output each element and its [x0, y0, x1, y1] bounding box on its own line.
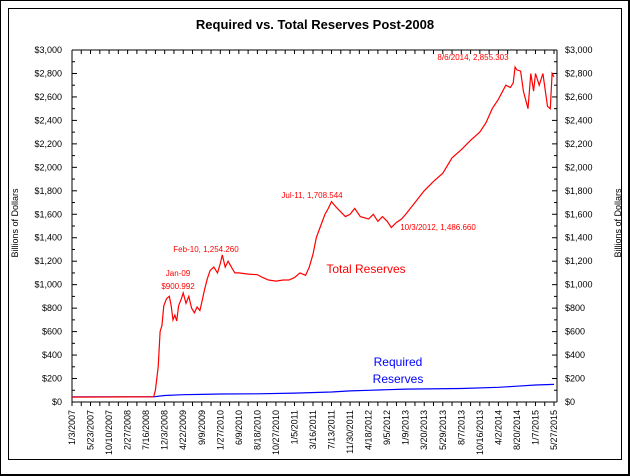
- y-tick-label-right: $200: [565, 374, 585, 384]
- y-tick-label-right: $800: [565, 303, 585, 313]
- y-tick-label-right: $2,600: [565, 92, 593, 102]
- y-tick-label-right: $0: [565, 397, 575, 407]
- y-tick-label-left: $2,600: [34, 92, 62, 102]
- x-tick-label: 7/13/2011: [327, 410, 337, 449]
- y-tick-label-right: $1,400: [565, 233, 593, 243]
- chart-area-frame: [8, 8, 622, 460]
- x-tick-label: 10/16/2013: [475, 410, 485, 455]
- x-tick-label: 8/7/2013: [456, 410, 466, 445]
- y-tick-label-left: $3,000: [34, 45, 62, 55]
- x-tick-label: 1/9/2013: [401, 410, 411, 445]
- y-tick-label-left: $0: [52, 397, 62, 407]
- x-tick-label: 9/9/2009: [197, 410, 207, 445]
- y-tick-label-right: $600: [565, 327, 585, 337]
- y-tick-label-left: $800: [42, 303, 62, 313]
- y-tick-label-left: $200: [42, 374, 62, 384]
- x-tick-label: 6/9/2010: [234, 410, 244, 445]
- x-tick-label: 4/2/2014: [493, 410, 503, 445]
- y-tick-label-left: $2,800: [34, 68, 62, 78]
- x-tick-label: 4/18/2012: [364, 410, 374, 450]
- y-tick-label-right: $2,200: [565, 139, 593, 149]
- annotation-label: Total Reserves: [326, 262, 405, 276]
- x-tick-label: 5/29/2013: [438, 410, 448, 450]
- annotation-label: 8/6/2014, 2,855.303: [437, 53, 509, 62]
- chart-title: Required vs. Total Reserves Post-2008: [195, 17, 435, 32]
- annotation-label: Required: [374, 355, 423, 369]
- y-tick-label-left: $2,000: [34, 162, 62, 172]
- x-tick-label: 9/5/2012: [382, 410, 392, 445]
- annotation-label: $900.992: [161, 282, 195, 291]
- x-tick-label: 12/3/2008: [160, 410, 170, 450]
- y-tick-label-right: $1,800: [565, 186, 593, 196]
- total-reserves-line: [71, 65, 555, 398]
- y-tick-label-left: $2,200: [34, 139, 62, 149]
- y-tick-label-left: $1,000: [34, 280, 62, 290]
- y-tick-label-right: $2,800: [565, 68, 593, 78]
- x-tick-label: 4/22/2009: [178, 410, 188, 450]
- x-tick-label: 5/27/2015: [549, 410, 559, 450]
- x-tick-label: 10/10/2007: [104, 410, 114, 455]
- x-tick-label: 8/20/2014: [512, 410, 522, 450]
- y-tick-label-right: $1,200: [565, 256, 593, 266]
- x-tick-label: 5/23/2007: [86, 410, 96, 450]
- y-tick-label-left: $400: [42, 350, 62, 360]
- y-tick-label-right: $3,000: [565, 45, 593, 55]
- x-tick-label: 1/3/2007: [67, 410, 77, 445]
- y-tick-label-right: $2,000: [565, 162, 593, 172]
- annotation-label: Reserves: [373, 372, 424, 386]
- y-tick-label-left: $1,200: [34, 256, 62, 266]
- x-tick-label: 1/5/2011: [289, 410, 299, 444]
- required-reserves-line: [72, 383, 555, 398]
- annotation-label: Feb-10, 1,254.260: [173, 245, 239, 254]
- annotation-label: Jul-11, 1,708.544: [281, 191, 343, 200]
- annotation-label: Jan-09: [166, 269, 191, 278]
- y-tick-label-right: $400: [565, 350, 585, 360]
- y-tick-label-left: $600: [42, 327, 62, 337]
- y-tick-label-left: $1,600: [34, 209, 62, 219]
- x-tick-label: 7/16/2008: [141, 410, 151, 450]
- y-tick-label-right: $2,400: [565, 115, 593, 125]
- y-tick-label-left: $2,400: [34, 115, 62, 125]
- x-tick-label: 3/16/2011: [308, 410, 318, 449]
- x-tick-label: 10/27/2010: [271, 410, 281, 455]
- x-tick-label: 2/27/2008: [123, 410, 133, 450]
- x-tick-label: 1/27/2010: [215, 410, 225, 450]
- x-tick-label: 11/30/2011: [345, 410, 355, 454]
- annotation-label: 10/3/2012, 1,486.660: [400, 223, 476, 232]
- x-tick-label: 8/18/2010: [252, 410, 262, 450]
- y-tick-label-right: $1,000: [565, 280, 593, 290]
- y-tick-label-right: $1,600: [565, 209, 593, 219]
- x-tick-label: 3/20/2013: [419, 410, 429, 450]
- y-tick-label-left: $1,800: [34, 186, 62, 196]
- y-tick-label-left: $1,400: [34, 233, 62, 243]
- x-tick-label: 1/7/2015: [530, 410, 540, 445]
